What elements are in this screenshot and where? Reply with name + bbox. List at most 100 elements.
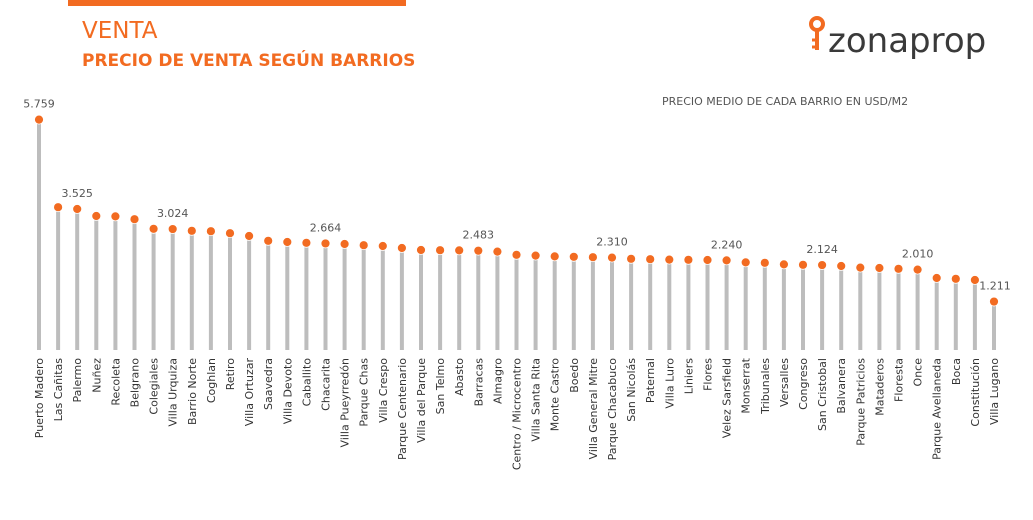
x-tick-label: Villa Santa Rita [530,358,543,442]
dot [435,245,446,256]
x-tick-label: Chacarita [320,358,333,411]
x-tick-label: San Telmo [434,358,447,415]
dot [492,246,503,257]
x-tick-label: Las Cañitas [52,358,65,422]
x-tick-label: Villa del Parque [415,358,428,443]
x-tick-label: Tribunales [759,358,772,415]
x-tick-label: Mataderos [873,358,886,416]
x-tick-label: Centro / Microcentro [511,358,524,470]
brand: zonaprop [828,21,986,61]
x-tick-label: Recoleta [109,358,122,406]
dot [721,255,732,266]
x-tick-label: Villa Crespo [377,358,390,423]
value-label: 2.124 [806,243,838,256]
dot [702,255,713,265]
dot [282,237,293,247]
value-label: 2.010 [902,248,934,261]
dot [683,254,694,265]
annotation: PRECIO MEDIO DE CADA BARRIO EN USD/M2 [662,95,908,108]
dot [950,273,961,284]
dot [225,228,235,239]
x-tick-label: Monserrat [740,357,753,413]
dot [148,223,159,234]
accent-bar [68,0,406,6]
dot [205,226,216,237]
dot [740,257,751,268]
dot [779,259,789,270]
dot [358,240,369,251]
x-tick-label: Villa Urquiza [167,358,180,427]
x-tick-label: Boedo [568,358,581,393]
value-label: 3.525 [61,187,93,200]
dot [34,114,44,125]
dot [72,204,83,214]
dot [511,249,522,260]
dot [588,252,598,263]
x-tick-label: Barrio Norte [186,358,199,425]
x-tick-label: Boca [950,358,963,385]
dot [396,243,407,253]
x-tick-label: Constitución [969,358,982,427]
dot [377,241,388,251]
chart-title: VENTA [82,18,158,44]
dot [817,260,827,270]
x-tick-label: Colegiales [148,358,161,415]
x-tick-label: Floresta [893,358,906,402]
dot [568,251,579,262]
x-tick-label: Parque Avellaneda [931,358,944,460]
x-tick-label: Liniers [682,358,695,395]
x-tick-label: Velez Sarsfield [721,358,734,438]
x-tick-label: Villa General Mitre [587,358,600,460]
value-label: 3.024 [157,207,189,220]
dot [186,225,197,236]
dot [989,296,999,307]
dot [836,261,847,271]
value-label: 2.664 [310,221,342,234]
x-tick-label: Coghlan [205,358,218,403]
dot [759,257,770,268]
x-tick-label: Belgrano [129,358,142,408]
dot [855,262,866,273]
dot [129,214,140,225]
dot [301,237,312,248]
value-label: 2.310 [596,236,628,249]
x-tick-label: Palermo [71,358,84,403]
x-tick-label: Retiro [224,358,237,391]
dot [664,254,675,265]
x-tick-label: Saavedra [262,358,275,410]
dot [454,245,465,256]
value-label: 1.211 [979,280,1011,293]
x-tick-label: San Cristobal [816,358,829,431]
dot [798,259,808,270]
x-tick-label: Villa Luro [663,358,676,409]
dot [607,252,617,263]
value-label: 2.483 [463,229,495,242]
dot [91,211,102,221]
x-tick-label: Barracas [472,358,485,407]
x-tick-label: Puerto Madero [33,358,46,439]
x-tick-label: Monte Castro [549,358,562,432]
x-tick-label: Villa Devoto [281,358,294,424]
value-label: 2.240 [711,238,743,251]
dot [244,231,255,241]
dot [626,253,636,264]
x-tick-label: Balvanera [835,358,848,414]
dot [53,202,63,213]
value-label: 5.759 [23,98,55,111]
chart-subtitle: PRECIO DE VENTA SEGÚN BARRIOS [82,49,415,71]
x-tick-label: Nuñez [90,358,103,393]
x-tick-label: Flores [702,358,715,391]
x-tick-label: Parque Patricios [854,358,867,446]
x-tick-label: Congreso [797,358,810,410]
dot [970,275,980,285]
dot [473,245,484,256]
dot [339,239,350,249]
x-tick-label: Parque Chacabuco [606,358,619,461]
x-tick-label: Almagro [491,358,504,404]
dot [645,254,656,265]
x-tick-label: Paternal [644,358,657,403]
dot [530,250,541,261]
x-tick-label: Parque Centenario [396,358,409,460]
dot [931,273,942,283]
